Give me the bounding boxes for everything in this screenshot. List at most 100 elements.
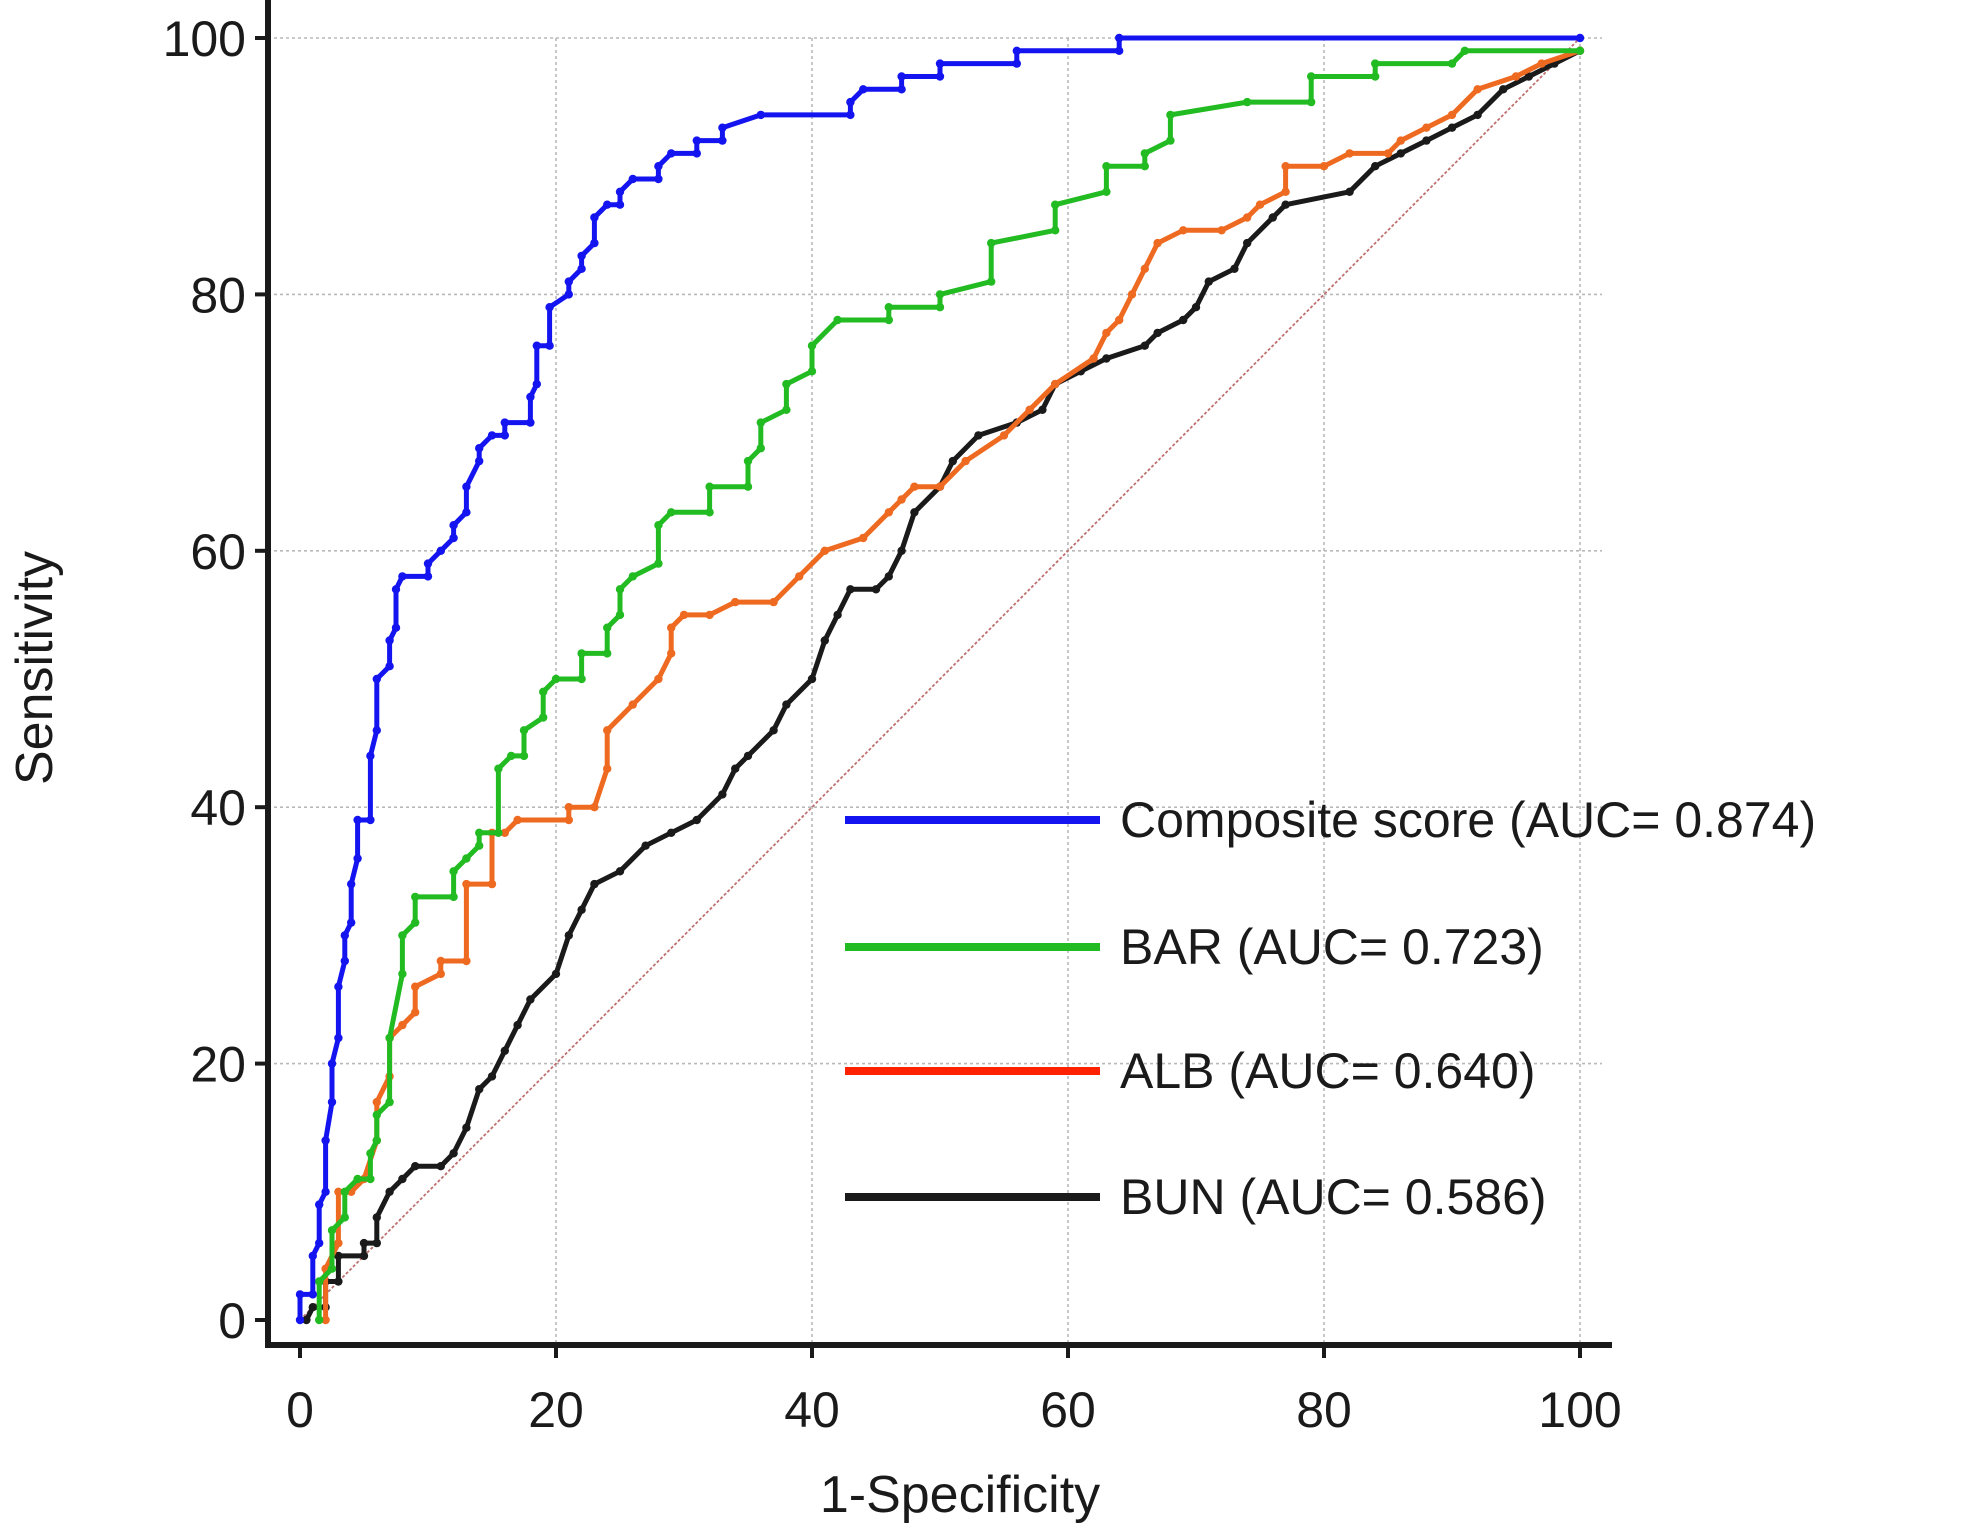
series-0-point-44 [545, 303, 554, 312]
series-2-point-22 [564, 803, 573, 812]
series-1-point-6 [353, 1174, 362, 1184]
series-1-point-41 [705, 482, 714, 491]
series-0-point-57 [667, 149, 676, 158]
series-2-point-52 [1217, 226, 1226, 235]
series-3-point-18 [500, 1046, 509, 1056]
series-0-point-36 [487, 431, 497, 440]
series-3-point-59 [1345, 187, 1354, 196]
series-2-point-61 [1422, 123, 1431, 132]
series-3-point-55 [1230, 264, 1239, 273]
series-3-point-66 [1524, 72, 1534, 81]
series-3-point-64 [1473, 110, 1482, 120]
series-2-point-48 [1127, 290, 1137, 299]
series-0-point-41 [532, 379, 541, 389]
series-2-point-42 [999, 431, 1009, 440]
series-line-3 [303, 48, 1583, 1323]
series-2-point-3 [334, 1187, 343, 1197]
series-3-point-31 [743, 751, 753, 761]
series-2-point-35 [820, 546, 829, 555]
series-1-point-71 [1460, 46, 1470, 55]
series-3-point-54 [1204, 277, 1214, 286]
series-1-point-49 [807, 341, 817, 350]
series-1-point-54 [935, 290, 945, 299]
series-3-point-0 [302, 1315, 311, 1325]
series-2-point-21 [564, 815, 573, 825]
gridlines [268, 37, 1602, 1345]
series-2-point-31 [705, 610, 714, 620]
y-tick-label-2: 40 [190, 780, 246, 836]
series-1-point-26 [519, 726, 529, 735]
series-0-point-38 [500, 418, 509, 427]
series-3-point-53 [1191, 303, 1201, 312]
series-0-point-59 [692, 136, 701, 145]
series-3-point-57 [1268, 213, 1278, 222]
series-3-point-10 [385, 1187, 394, 1197]
x-tick-label-0: 0 [286, 1382, 314, 1438]
series-1-point-33 [603, 623, 612, 632]
series-2-point-11 [411, 1008, 420, 1017]
series-1-point-44 [756, 444, 765, 453]
series-1-point-61 [1140, 162, 1150, 171]
series-2-point-60 [1396, 136, 1406, 145]
series-0-point-4 [315, 1238, 324, 1248]
series-0-point-60 [718, 136, 727, 145]
series-3-point-63 [1447, 123, 1457, 132]
series-1-point-38 [654, 521, 663, 530]
series-0-point-67 [897, 72, 906, 81]
series-0-point-37 [500, 431, 509, 440]
series-3-point-22 [564, 931, 573, 940]
series-3-point-7 [359, 1238, 369, 1248]
series-1-point-14 [398, 931, 407, 940]
series-3-point-49 [1102, 354, 1111, 363]
x-axis-label: 1-Specificity [820, 1466, 1100, 1524]
series-line-2 [323, 48, 1583, 1323]
series-0-point-71 [1012, 46, 1021, 55]
x-tick-label-4: 80 [1296, 1382, 1352, 1438]
series-0-point-45 [564, 290, 573, 299]
legend-label-3: BUN (AUC= 0.586) [1120, 1169, 1547, 1225]
series-2-point-10 [398, 1020, 407, 1030]
series-3-point-39 [884, 572, 893, 581]
series-3-point-65 [1499, 85, 1508, 94]
series-3-point-13 [436, 1162, 445, 1171]
series-3-point-36 [833, 610, 842, 620]
series-1-point-21 [475, 828, 484, 837]
series-1-point-67 [1307, 72, 1316, 81]
series-3-point-58 [1281, 200, 1290, 209]
series-2-point-2 [334, 1238, 343, 1248]
series-1-point-37 [654, 559, 663, 568]
series-3-point-21 [551, 969, 561, 979]
legend-label-1: BAR (AUC= 0.723) [1120, 919, 1544, 975]
series-2-point-45 [1089, 354, 1098, 363]
series-0-point-7 [321, 1136, 330, 1145]
series-3-point-38 [871, 585, 881, 594]
series-2-point-49 [1140, 264, 1150, 273]
series-3-point-44 [974, 431, 983, 440]
y-tick-label-5: 100 [163, 11, 246, 67]
series-0-point-33 [462, 482, 471, 491]
series-3-point-24 [590, 879, 599, 889]
series-2-point-32 [731, 597, 740, 607]
series-1-point-5 [340, 1187, 349, 1197]
series-0-point-68 [935, 72, 945, 81]
series-0-point-6 [321, 1187, 330, 1197]
series-3-point-1 [308, 1303, 317, 1312]
series-3-point-62 [1422, 136, 1431, 145]
y-tick-label-4: 80 [190, 267, 246, 323]
series-0-point-23 [385, 636, 394, 645]
reference-diagonal [299, 37, 1581, 1321]
series-2-point-25 [603, 726, 612, 735]
series-2-point-55 [1281, 187, 1290, 196]
series-0-point-50 [590, 213, 599, 222]
series-1-point-29 [551, 674, 561, 684]
series-0-point-0 [295, 1315, 305, 1325]
series-1-point-7 [366, 1174, 375, 1184]
series-2-point-15 [462, 956, 471, 966]
series-2-point-46 [1102, 328, 1111, 338]
series-2-point-24 [603, 764, 612, 773]
series-3-point-35 [820, 636, 829, 645]
series-2-point-43 [1025, 405, 1034, 414]
series-1-point-31 [577, 649, 586, 658]
series-1-point-50 [833, 315, 842, 325]
series-0-point-13 [340, 931, 349, 940]
